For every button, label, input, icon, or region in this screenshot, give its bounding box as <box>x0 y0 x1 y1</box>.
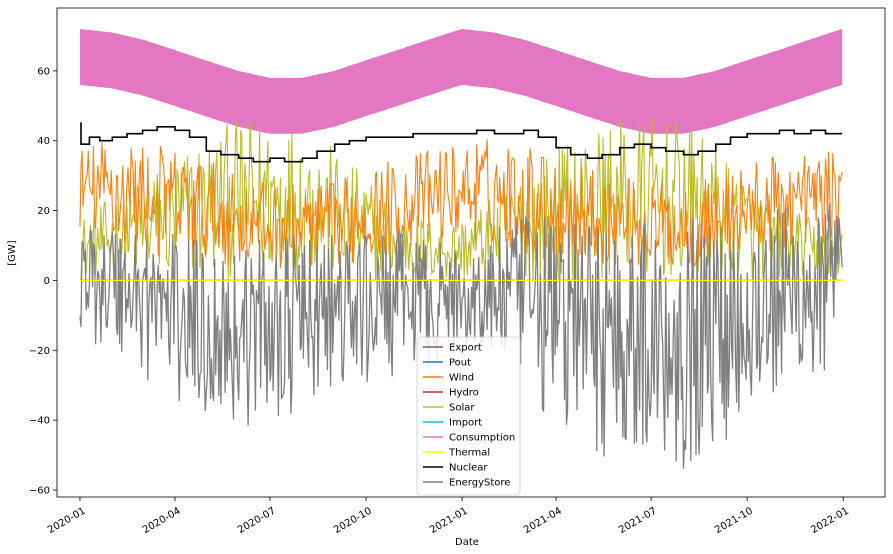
legend-label-thermal: Thermal <box>448 448 490 459</box>
series-nuclear-line <box>80 122 843 163</box>
series-consumption-band <box>80 29 843 134</box>
legend-label-consumption: Consumption <box>449 433 515 444</box>
y-tick-label-0: 0 <box>44 276 50 287</box>
legend-label-hydro: Hydro <box>449 388 479 399</box>
y-tick-label--60: −60 <box>29 486 50 497</box>
legend-label-wind: Wind <box>449 373 474 384</box>
series-energystore-line <box>79 203 843 469</box>
bands-layer <box>80 29 843 134</box>
y-tick-label-20: 20 <box>37 206 50 217</box>
legend: Export Pout Wind Hydro Solar Import Consumptio… <box>416 336 521 496</box>
y-tick-label--20: −20 <box>29 346 50 357</box>
legend-label-nuclear: Nuclear <box>449 463 488 474</box>
legend-label-export: Export <box>449 343 482 354</box>
lines-layer <box>79 117 843 469</box>
legend-label-pout: Pout <box>449 358 471 369</box>
legend-label-energystore: EnergyStore <box>449 478 510 489</box>
y-axis: −60 −40 −20 0 20 40 60 <box>29 66 57 497</box>
y-tick-label--40: −40 <box>29 416 50 427</box>
x-axis-label: Date <box>455 537 479 548</box>
series-wind-line <box>79 139 843 270</box>
legend-label-solar: Solar <box>449 403 475 414</box>
series-solar-line <box>79 117 843 281</box>
y-tick-label-60: 60 <box>37 66 50 77</box>
y-tick-label-40: 40 <box>37 136 50 147</box>
legend-label-import: Import <box>449 418 482 429</box>
plot-frame <box>56 7 886 498</box>
y-axis-label: [GW] <box>7 240 18 266</box>
